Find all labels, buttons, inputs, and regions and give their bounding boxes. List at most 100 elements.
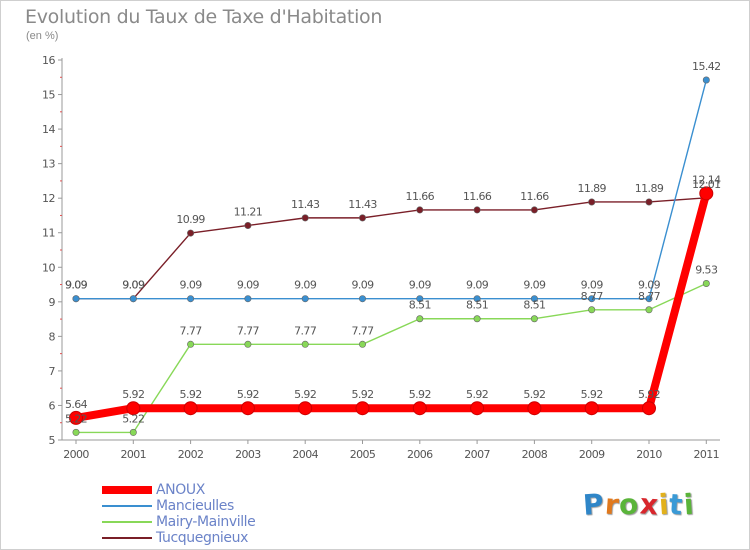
data-point <box>530 315 538 323</box>
y-tick-label: 8 <box>49 330 56 343</box>
x-tick-label: 2007 <box>464 448 490 461</box>
data-point <box>129 295 137 303</box>
data-label: 9.09 <box>65 279 88 292</box>
data-label: 11.89 <box>635 182 664 195</box>
data-label: 9.09 <box>294 279 317 292</box>
data-label: 11.21 <box>234 205 263 218</box>
data-label: 5.92 <box>581 388 603 401</box>
data-label: 8.51 <box>466 299 488 312</box>
data-label: 8.77 <box>638 290 661 303</box>
logo-letter: i <box>682 487 696 522</box>
data-label: 5.92 <box>523 388 545 401</box>
data-point <box>416 315 424 323</box>
data-point <box>69 410 83 425</box>
x-tick-label: 2001 <box>120 448 146 461</box>
data-label: 9.09 <box>638 279 661 292</box>
chart-legend: ANOUX Mancieulles Mairy-Mainville Tucquegni… <box>102 482 256 546</box>
legend-label: Tucquegnieux <box>156 530 248 546</box>
legend-item: ANOUX <box>102 482 255 498</box>
data-label: 9.09 <box>122 279 145 292</box>
legend-item: Tucquegnieux <box>102 530 255 546</box>
data-label: 11.66 <box>463 190 492 203</box>
y-tick-label: 15 <box>42 89 55 102</box>
data-label: 9.09 <box>409 279 432 292</box>
series-line-mairy-mainville <box>76 282 707 434</box>
data-label: 11.43 <box>348 198 377 211</box>
data-point <box>187 340 195 348</box>
data-point <box>473 206 481 214</box>
series-line-tucquegnieux <box>76 197 707 300</box>
data-point <box>473 295 481 303</box>
legend-swatch <box>102 486 152 494</box>
data-label: 9.09 <box>523 279 546 292</box>
proxiti-logo: Proxiti <box>582 487 696 522</box>
y-tick-label: 5 <box>49 434 56 447</box>
data-label: 9.53 <box>695 264 718 277</box>
legend-swatch <box>102 521 152 523</box>
data-point <box>301 340 309 348</box>
x-tick-label: 2000 <box>63 448 89 461</box>
data-label: 5.22 <box>65 412 87 425</box>
data-label: 9.09 <box>581 279 604 292</box>
data-point <box>355 401 370 416</box>
data-label: 7.77 <box>180 324 203 337</box>
data-point <box>416 295 424 303</box>
data-point <box>473 315 481 323</box>
data-point <box>187 229 195 237</box>
data-label: 10.99 <box>176 213 205 226</box>
x-tick-label: 2009 <box>579 448 605 461</box>
data-point <box>470 401 485 416</box>
x-tick-label: 2006 <box>407 448 433 461</box>
data-point <box>129 428 137 436</box>
data-point <box>72 428 80 436</box>
data-point <box>358 214 366 222</box>
data-point <box>645 295 653 303</box>
legend-item: Mancieulles <box>102 498 255 514</box>
data-point <box>358 340 366 348</box>
data-label: 5.92 <box>294 388 316 401</box>
x-tick-label: 2005 <box>350 448 376 461</box>
legend-item: Mairy-Mainville <box>102 514 256 530</box>
logo-letter: o <box>618 487 641 522</box>
logo-letter: x <box>638 487 660 522</box>
data-point <box>298 401 313 416</box>
y-tick-label: 14 <box>42 123 55 136</box>
data-point <box>645 198 653 206</box>
y-tick-label: 10 <box>42 261 55 274</box>
data-point <box>699 186 714 201</box>
y-tick-label: 7 <box>49 365 56 378</box>
y-tick-label: 9 <box>49 296 56 309</box>
x-tick-label: 2008 <box>522 448 548 461</box>
chart-subtitle: (en %) <box>26 30 59 42</box>
data-label: 9.09 <box>65 279 88 292</box>
legend-swatch <box>102 537 152 539</box>
data-point <box>702 280 710 288</box>
data-label: 12.01 <box>692 178 721 191</box>
legend-label: ANOUX <box>156 482 205 498</box>
data-label: 5.92 <box>638 388 660 401</box>
x-tick-label: 2004 <box>292 448 318 461</box>
data-point <box>412 401 427 416</box>
legend-label: Mairy-Mainville <box>156 514 256 530</box>
x-tick-label: 2003 <box>235 448 261 461</box>
data-point <box>301 295 309 303</box>
y-tick-label: 11 <box>42 227 55 240</box>
data-label: 9.09 <box>351 279 374 292</box>
data-point <box>126 401 141 416</box>
data-point <box>240 401 255 416</box>
data-label: 5.92 <box>351 388 373 401</box>
data-point <box>358 295 366 303</box>
data-label: 8.77 <box>581 290 604 303</box>
data-label: 5.22 <box>122 412 144 425</box>
data-label: 8.51 <box>409 299 431 312</box>
data-label: 9.09 <box>466 279 489 292</box>
data-label: 5.92 <box>180 388 202 401</box>
data-point <box>187 295 195 303</box>
data-point <box>72 295 80 303</box>
data-point <box>530 295 538 303</box>
data-point <box>588 198 596 206</box>
data-label: 7.77 <box>237 324 260 337</box>
y-tick-label: 12 <box>42 192 55 205</box>
data-label: 8.51 <box>523 299 545 312</box>
